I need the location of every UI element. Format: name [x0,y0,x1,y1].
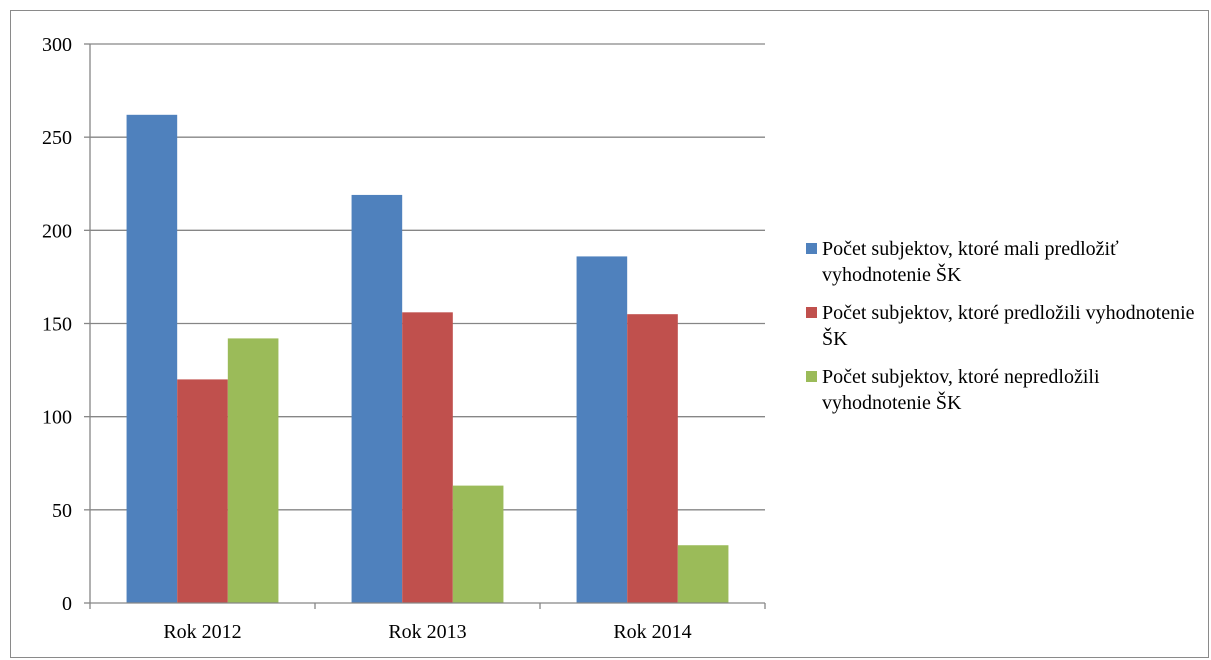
legend-label: Počet subjektov, ktoré nepredložili vyho… [822,366,1100,414]
bar-1-1 [126,114,178,603]
legend-item: Počet subjektov, ktoré nepredložili vyho… [806,364,1206,416]
bar-3-3 [677,545,729,603]
x-tick-label: Rok 2013 [388,621,466,643]
legend: Počet subjektov, ktoré mali predložiť vy… [806,236,1206,428]
bar-1-2 [351,194,403,603]
legend-swatch [806,371,817,382]
bar-3-2 [452,485,504,603]
x-tick-label: Rok 2014 [613,621,691,643]
axes [84,43,766,609]
legend-item: Počet subjektov, ktoré mali predložiť vy… [806,236,1206,288]
bar-2-2 [402,312,453,603]
bars [126,114,729,603]
legend-swatch [806,307,817,318]
legend-item: Počet subjektov, ktoré predložili vyhodn… [806,300,1206,352]
y-tick-label: 250 [42,127,72,149]
y-tick-label: 150 [42,314,72,336]
bar-1-3 [576,256,628,603]
y-tick-labels: 0 50 100 150 200 250 300 [42,34,72,615]
y-tick-label: 200 [42,220,72,242]
legend-label: Počet subjektov, ktoré mali predložiť vy… [822,238,1119,286]
bar-2-1 [177,379,228,603]
x-tick-labels: Rok 2012 Rok 2013 Rok 2014 [163,621,691,643]
x-tick-label: Rok 2012 [163,621,241,643]
legend-label: Počet subjektov, ktoré predložili vyhodn… [822,302,1195,350]
bar-3-1 [227,338,279,603]
legend-swatch [806,243,817,254]
y-tick-label: 50 [52,500,72,522]
y-tick-label: 0 [62,593,72,615]
y-tick-label: 100 [42,407,72,429]
bar-2-3 [627,314,678,603]
y-tick-label: 300 [42,34,72,56]
